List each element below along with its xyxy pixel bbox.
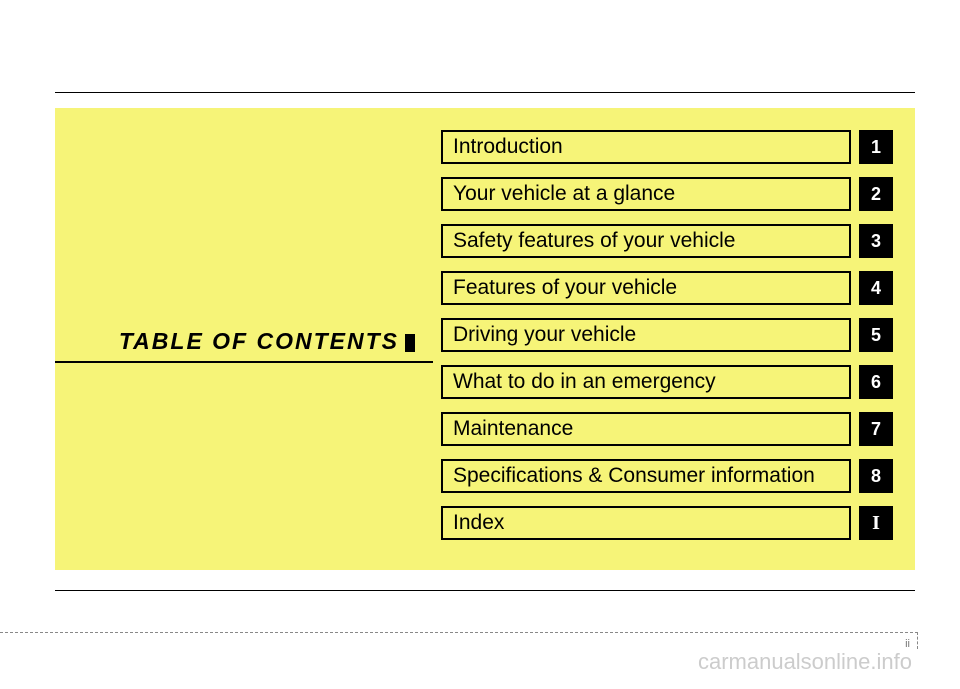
toc-row: Index I	[441, 506, 893, 540]
top-rule	[55, 92, 915, 93]
chapter-number[interactable]: 2	[859, 177, 893, 211]
chapter-label[interactable]: Introduction	[441, 130, 851, 164]
toc-row: Your vehicle at a glance 2	[441, 177, 893, 211]
chapter-label[interactable]: Safety features of your vehicle	[441, 224, 851, 258]
chapter-number[interactable]: I	[859, 506, 893, 540]
chapter-number[interactable]: 7	[859, 412, 893, 446]
chapter-label[interactable]: Features of your vehicle	[441, 271, 851, 305]
chapter-number[interactable]: 5	[859, 318, 893, 352]
toc-panel: TABLE OF CONTENTS Introduction 1 Your ve…	[55, 108, 915, 570]
bottom-rule	[55, 590, 915, 591]
toc-row: What to do in an emergency 6	[441, 365, 893, 399]
dashed-cut-line	[0, 632, 918, 633]
chapter-label[interactable]: What to do in an emergency	[441, 365, 851, 399]
chapter-label[interactable]: Maintenance	[441, 412, 851, 446]
chapter-label[interactable]: Your vehicle at a glance	[441, 177, 851, 211]
toc-title-marker-icon	[405, 334, 415, 352]
toc-row: Introduction 1	[441, 130, 893, 164]
chapter-number[interactable]: 4	[859, 271, 893, 305]
chapter-number[interactable]: 3	[859, 224, 893, 258]
toc-row: Safety features of your vehicle 3	[441, 224, 893, 258]
toc-list: Introduction 1 Your vehicle at a glance …	[441, 130, 893, 553]
toc-title-text: TABLE OF CONTENTS	[119, 328, 399, 354]
toc-row: Maintenance 7	[441, 412, 893, 446]
chapter-number[interactable]: 8	[859, 459, 893, 493]
watermark: carmanualsonline.info	[698, 649, 912, 675]
chapter-number[interactable]: 6	[859, 365, 893, 399]
chapter-number[interactable]: 1	[859, 130, 893, 164]
chapter-label[interactable]: Index	[441, 506, 851, 540]
toc-title-block: TABLE OF CONTENTS	[55, 328, 433, 363]
toc-row: Specifications & Consumer information 8	[441, 459, 893, 493]
toc-title-underline	[55, 361, 433, 363]
toc-row: Features of your vehicle 4	[441, 271, 893, 305]
toc-title: TABLE OF CONTENTS	[55, 328, 433, 355]
dashed-cut-vert	[917, 632, 918, 649]
chapter-label[interactable]: Specifications & Consumer information	[441, 459, 851, 493]
chapter-label[interactable]: Driving your vehicle	[441, 318, 851, 352]
toc-row: Driving your vehicle 5	[441, 318, 893, 352]
page-container: TABLE OF CONTENTS Introduction 1 Your ve…	[0, 0, 960, 689]
